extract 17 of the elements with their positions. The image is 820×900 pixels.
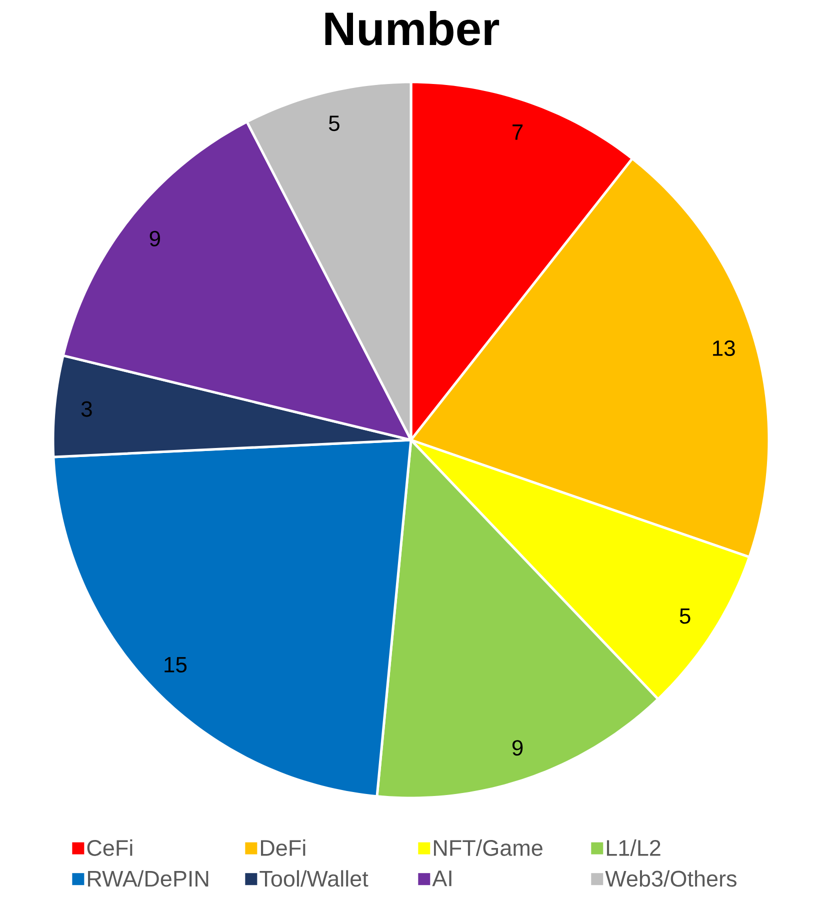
data-label: 3: [81, 401, 92, 417]
data-label: 9: [512, 740, 523, 756]
data-label: 15: [164, 657, 187, 672]
data-label: 5: [328, 116, 340, 132]
data-label: 7: [512, 124, 523, 140]
legend-label: RWA/DePIN: [88, 870, 208, 887]
data-label: 13: [713, 340, 735, 356]
legend-label: AI: [432, 870, 452, 886]
data-label: 5: [680, 608, 690, 624]
legend-label: NFT/Game: [434, 839, 542, 856]
chart-title: Number: [325, 10, 500, 46]
legend-label: CeFi: [87, 839, 132, 856]
legend-label: L1/L2: [606, 839, 660, 856]
legend-label: DeFi: [261, 839, 306, 856]
legend-label: Tool/Wallet: [260, 870, 368, 887]
legend-label: Web3/Others: [605, 870, 736, 887]
data-label: 9: [150, 230, 160, 246]
